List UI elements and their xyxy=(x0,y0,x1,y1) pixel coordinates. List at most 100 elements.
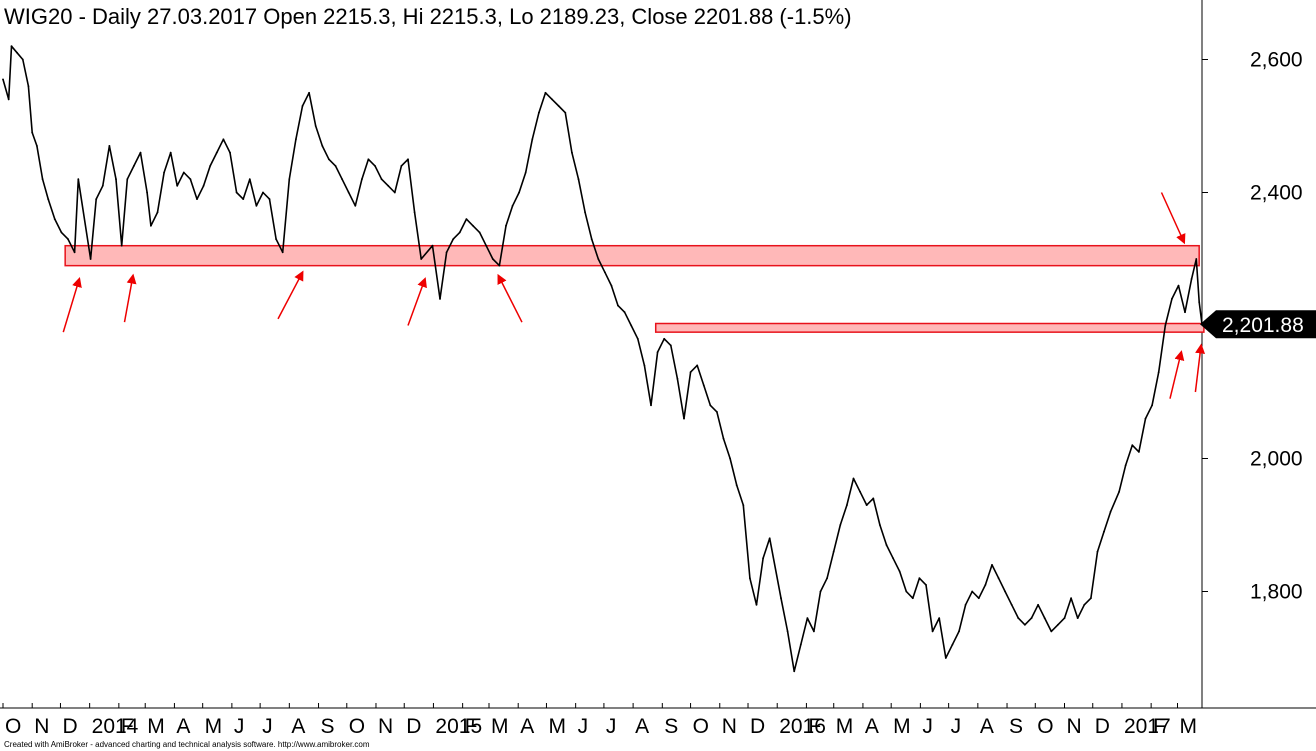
price-point xyxy=(768,537,771,540)
price-point xyxy=(95,198,98,201)
price-point xyxy=(971,590,974,593)
price-point xyxy=(683,417,685,420)
price-point xyxy=(182,171,185,174)
price-point xyxy=(991,564,993,566)
price-point xyxy=(465,218,468,221)
price-point xyxy=(577,178,580,181)
price-point xyxy=(163,171,166,174)
price-point xyxy=(133,165,135,167)
price-point xyxy=(597,258,600,260)
price-point xyxy=(722,437,725,440)
price-point xyxy=(749,577,751,580)
price-point xyxy=(222,138,225,141)
price-point xyxy=(551,98,553,101)
price-point xyxy=(958,630,960,633)
price-point xyxy=(806,617,809,619)
y-tick-label: 2,000 xyxy=(1250,448,1303,471)
price-point xyxy=(1124,464,1127,466)
price-point xyxy=(101,184,104,187)
price-point xyxy=(209,165,212,167)
price-point xyxy=(150,224,152,227)
price-point xyxy=(905,590,908,593)
price-point xyxy=(696,364,699,367)
price-point xyxy=(196,198,198,201)
price-point xyxy=(1177,284,1180,287)
price-point xyxy=(1037,603,1039,606)
annotation-arrow-5 xyxy=(497,273,523,323)
annotation-arrow-8 xyxy=(1194,343,1206,393)
price-point xyxy=(334,165,337,167)
price-point xyxy=(1043,617,1046,619)
x-tick-label: M xyxy=(205,715,223,738)
price-point xyxy=(709,404,712,407)
price-point xyxy=(538,111,540,114)
price-point xyxy=(604,271,606,274)
y-tick-label: 2,600 xyxy=(1250,49,1303,72)
x-tick-label: O xyxy=(693,715,709,738)
x-tick-label: J xyxy=(234,715,245,738)
price-point xyxy=(60,231,63,234)
x-tick-label: 2015 xyxy=(435,715,482,738)
x-tick-label: J xyxy=(578,715,589,738)
price-point xyxy=(1195,258,1198,260)
price-point xyxy=(663,337,666,340)
price-point xyxy=(146,191,149,194)
x-tick-label: J xyxy=(922,715,933,738)
price-point xyxy=(531,138,534,141)
price-point xyxy=(650,404,652,407)
price-point xyxy=(571,151,573,154)
price-point xyxy=(879,524,881,526)
x-tick-label: O xyxy=(1037,715,1053,738)
x-tick-label: A xyxy=(176,715,190,738)
price-point xyxy=(813,630,815,633)
price-point xyxy=(1157,371,1160,373)
price-point xyxy=(564,111,567,114)
chart-title: WIG20 - Daily 27.03.2017 Open 2215.3, Hi… xyxy=(4,4,852,29)
price-point xyxy=(865,504,868,506)
price-point xyxy=(16,51,18,54)
price-point xyxy=(380,178,383,181)
x-tick-label: O xyxy=(349,715,365,738)
price-point xyxy=(630,324,633,327)
price-point xyxy=(1131,444,1134,447)
price-point xyxy=(288,178,291,181)
x-tick-label: F xyxy=(465,715,478,738)
price-point xyxy=(1103,530,1105,533)
last-value-badge: 2,201.88 xyxy=(1200,310,1316,339)
price-point xyxy=(826,577,828,580)
price-point xyxy=(742,504,745,506)
price-point xyxy=(341,178,343,181)
price-point xyxy=(31,131,34,134)
price-point xyxy=(89,258,92,260)
price-point xyxy=(498,264,501,267)
price-point xyxy=(1076,617,1079,619)
price-point xyxy=(120,244,123,247)
price-point xyxy=(931,630,934,633)
price-point xyxy=(1030,617,1033,619)
price-point xyxy=(115,178,117,181)
price-point xyxy=(176,184,179,187)
support-zone-2 xyxy=(654,322,1205,333)
price-point xyxy=(1164,324,1167,327)
price-point xyxy=(1017,617,1020,619)
price-point xyxy=(925,584,927,586)
x-tick-label: N xyxy=(1066,715,1081,738)
price-point xyxy=(1190,278,1193,280)
price-point xyxy=(215,151,218,154)
price-point xyxy=(762,557,764,560)
price-point xyxy=(1151,404,1153,407)
x-tick-label: M xyxy=(548,715,566,738)
price-point xyxy=(420,258,423,260)
price-point xyxy=(1004,590,1006,593)
price-point xyxy=(485,244,488,247)
x-tick-label: F xyxy=(1153,715,1166,738)
x-tick-label: J xyxy=(262,715,273,738)
price-point xyxy=(590,238,593,241)
x-tick-label: D xyxy=(750,715,765,738)
annotation-arrow-1 xyxy=(62,277,82,333)
price-point xyxy=(918,577,921,580)
price-point xyxy=(656,351,659,353)
x-tick-label: J xyxy=(606,715,617,738)
